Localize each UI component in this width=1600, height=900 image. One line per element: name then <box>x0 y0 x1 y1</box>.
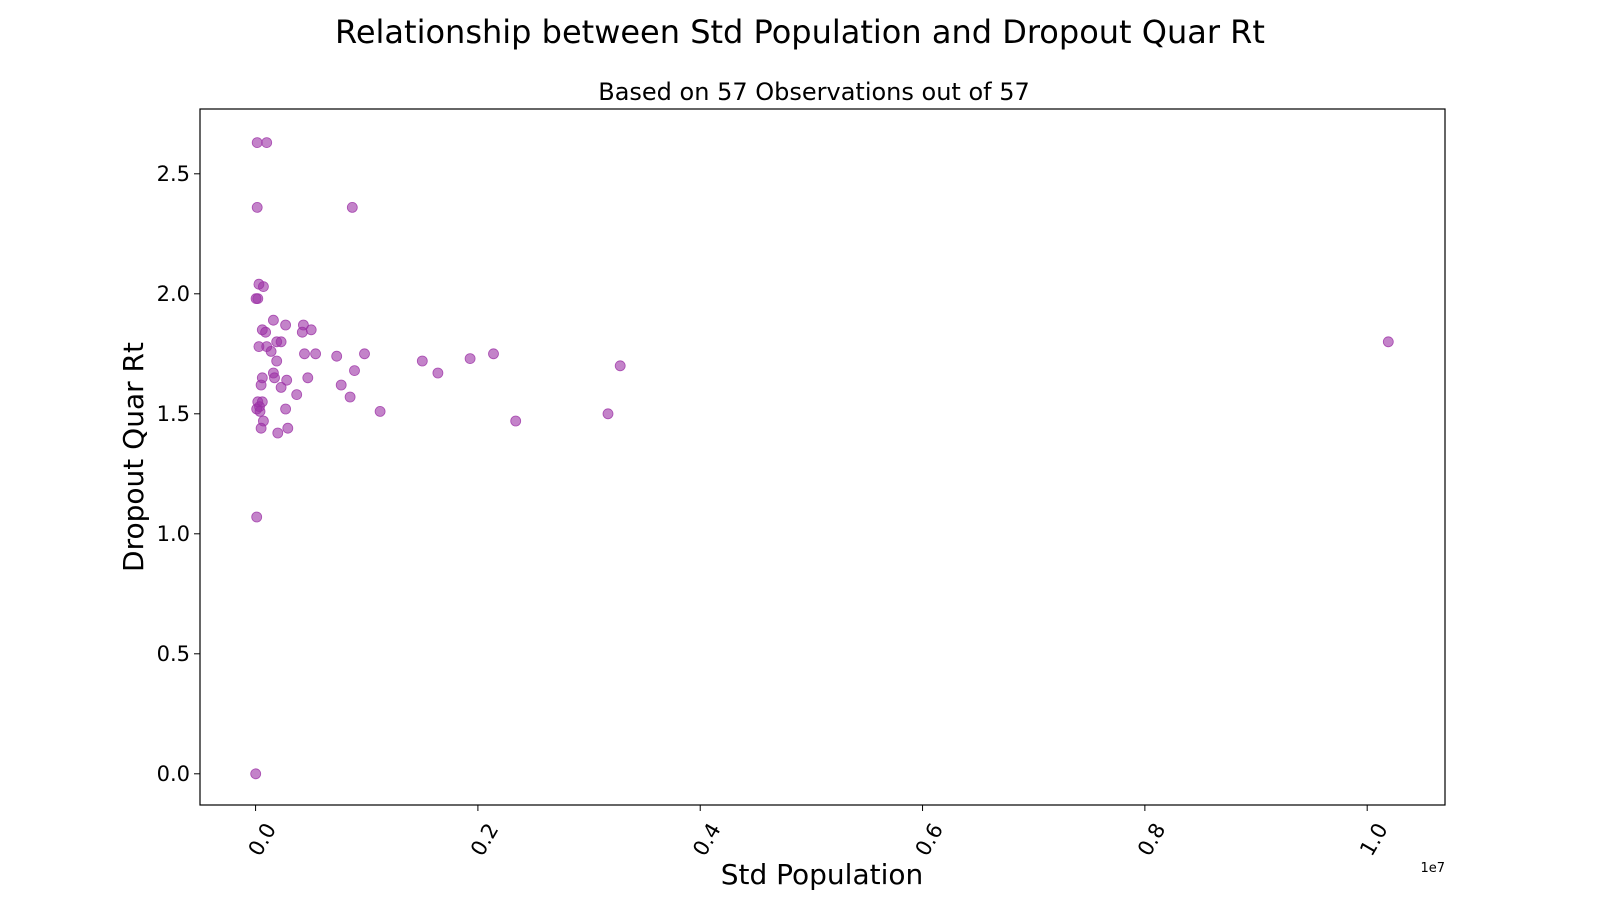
data-point <box>310 348 322 360</box>
data-point <box>305 324 317 336</box>
data-point <box>275 336 287 348</box>
data-point <box>344 391 356 403</box>
x-tick-label: 1.0 <box>1355 819 1392 860</box>
data-point <box>255 379 267 391</box>
y-tick-label: 0.0 <box>157 762 190 786</box>
data-point <box>349 365 360 377</box>
data-point <box>614 360 626 372</box>
data-point <box>510 415 522 427</box>
x-tick-label: 0.4 <box>688 819 725 860</box>
data-point <box>432 367 444 379</box>
y-tick-label: 1.0 <box>157 522 190 546</box>
data-point <box>251 511 263 523</box>
data-point <box>299 348 310 360</box>
data-point <box>1382 336 1394 348</box>
y-axis-label: Dropout Quar Rt <box>117 342 150 572</box>
y-axis: 0.0 0.5 1.0 1.5 2.0 2.5 <box>157 162 200 786</box>
data-point <box>281 374 293 386</box>
x-axis-offset-label: 1e7 <box>1420 861 1445 876</box>
data-point <box>257 281 269 293</box>
data-point <box>302 372 314 384</box>
data-point <box>346 201 358 213</box>
data-point <box>602 408 614 420</box>
data-point <box>267 314 279 326</box>
data-point <box>282 422 294 434</box>
data-point <box>255 422 267 434</box>
data-point <box>464 353 476 365</box>
data-point <box>251 201 263 213</box>
data-points <box>250 137 1394 780</box>
data-point <box>275 381 287 393</box>
data-point <box>252 293 264 305</box>
data-point <box>265 345 277 357</box>
x-tick-label: 0.8 <box>1133 819 1170 860</box>
x-tick-label: 0.2 <box>466 819 503 860</box>
data-point <box>261 137 273 149</box>
y-tick-label: 1.5 <box>157 402 190 426</box>
data-point <box>271 355 283 367</box>
data-point <box>374 405 386 417</box>
y-tick-label: 0.5 <box>157 642 190 666</box>
chart-subtitle: Based on 57 Observations out of 57 <box>598 78 1030 106</box>
data-point <box>260 326 272 338</box>
x-tick-label: 0.0 <box>244 819 281 860</box>
data-point <box>254 401 265 413</box>
data-point <box>331 350 343 362</box>
data-point <box>291 389 303 401</box>
x-tick-label: 0.6 <box>911 819 948 860</box>
data-point <box>416 355 428 367</box>
data-point <box>251 137 263 149</box>
data-point <box>488 348 499 360</box>
data-point <box>280 319 292 331</box>
y-tick-label: 2.0 <box>157 282 190 306</box>
plot-area <box>199 108 1446 806</box>
data-point <box>280 403 292 415</box>
x-axis-label: Std Population <box>721 858 924 891</box>
y-tick-label: 2.5 <box>157 162 190 186</box>
data-point <box>335 379 347 391</box>
chart-title: Relationship between Std Population and … <box>335 13 1265 51</box>
x-axis: 0.0 0.2 0.4 0.6 0.8 1.0 <box>244 805 1393 860</box>
data-point <box>269 372 280 384</box>
data-point <box>359 348 370 360</box>
data-point <box>272 427 284 439</box>
data-point <box>296 326 308 338</box>
data-point <box>250 768 262 780</box>
